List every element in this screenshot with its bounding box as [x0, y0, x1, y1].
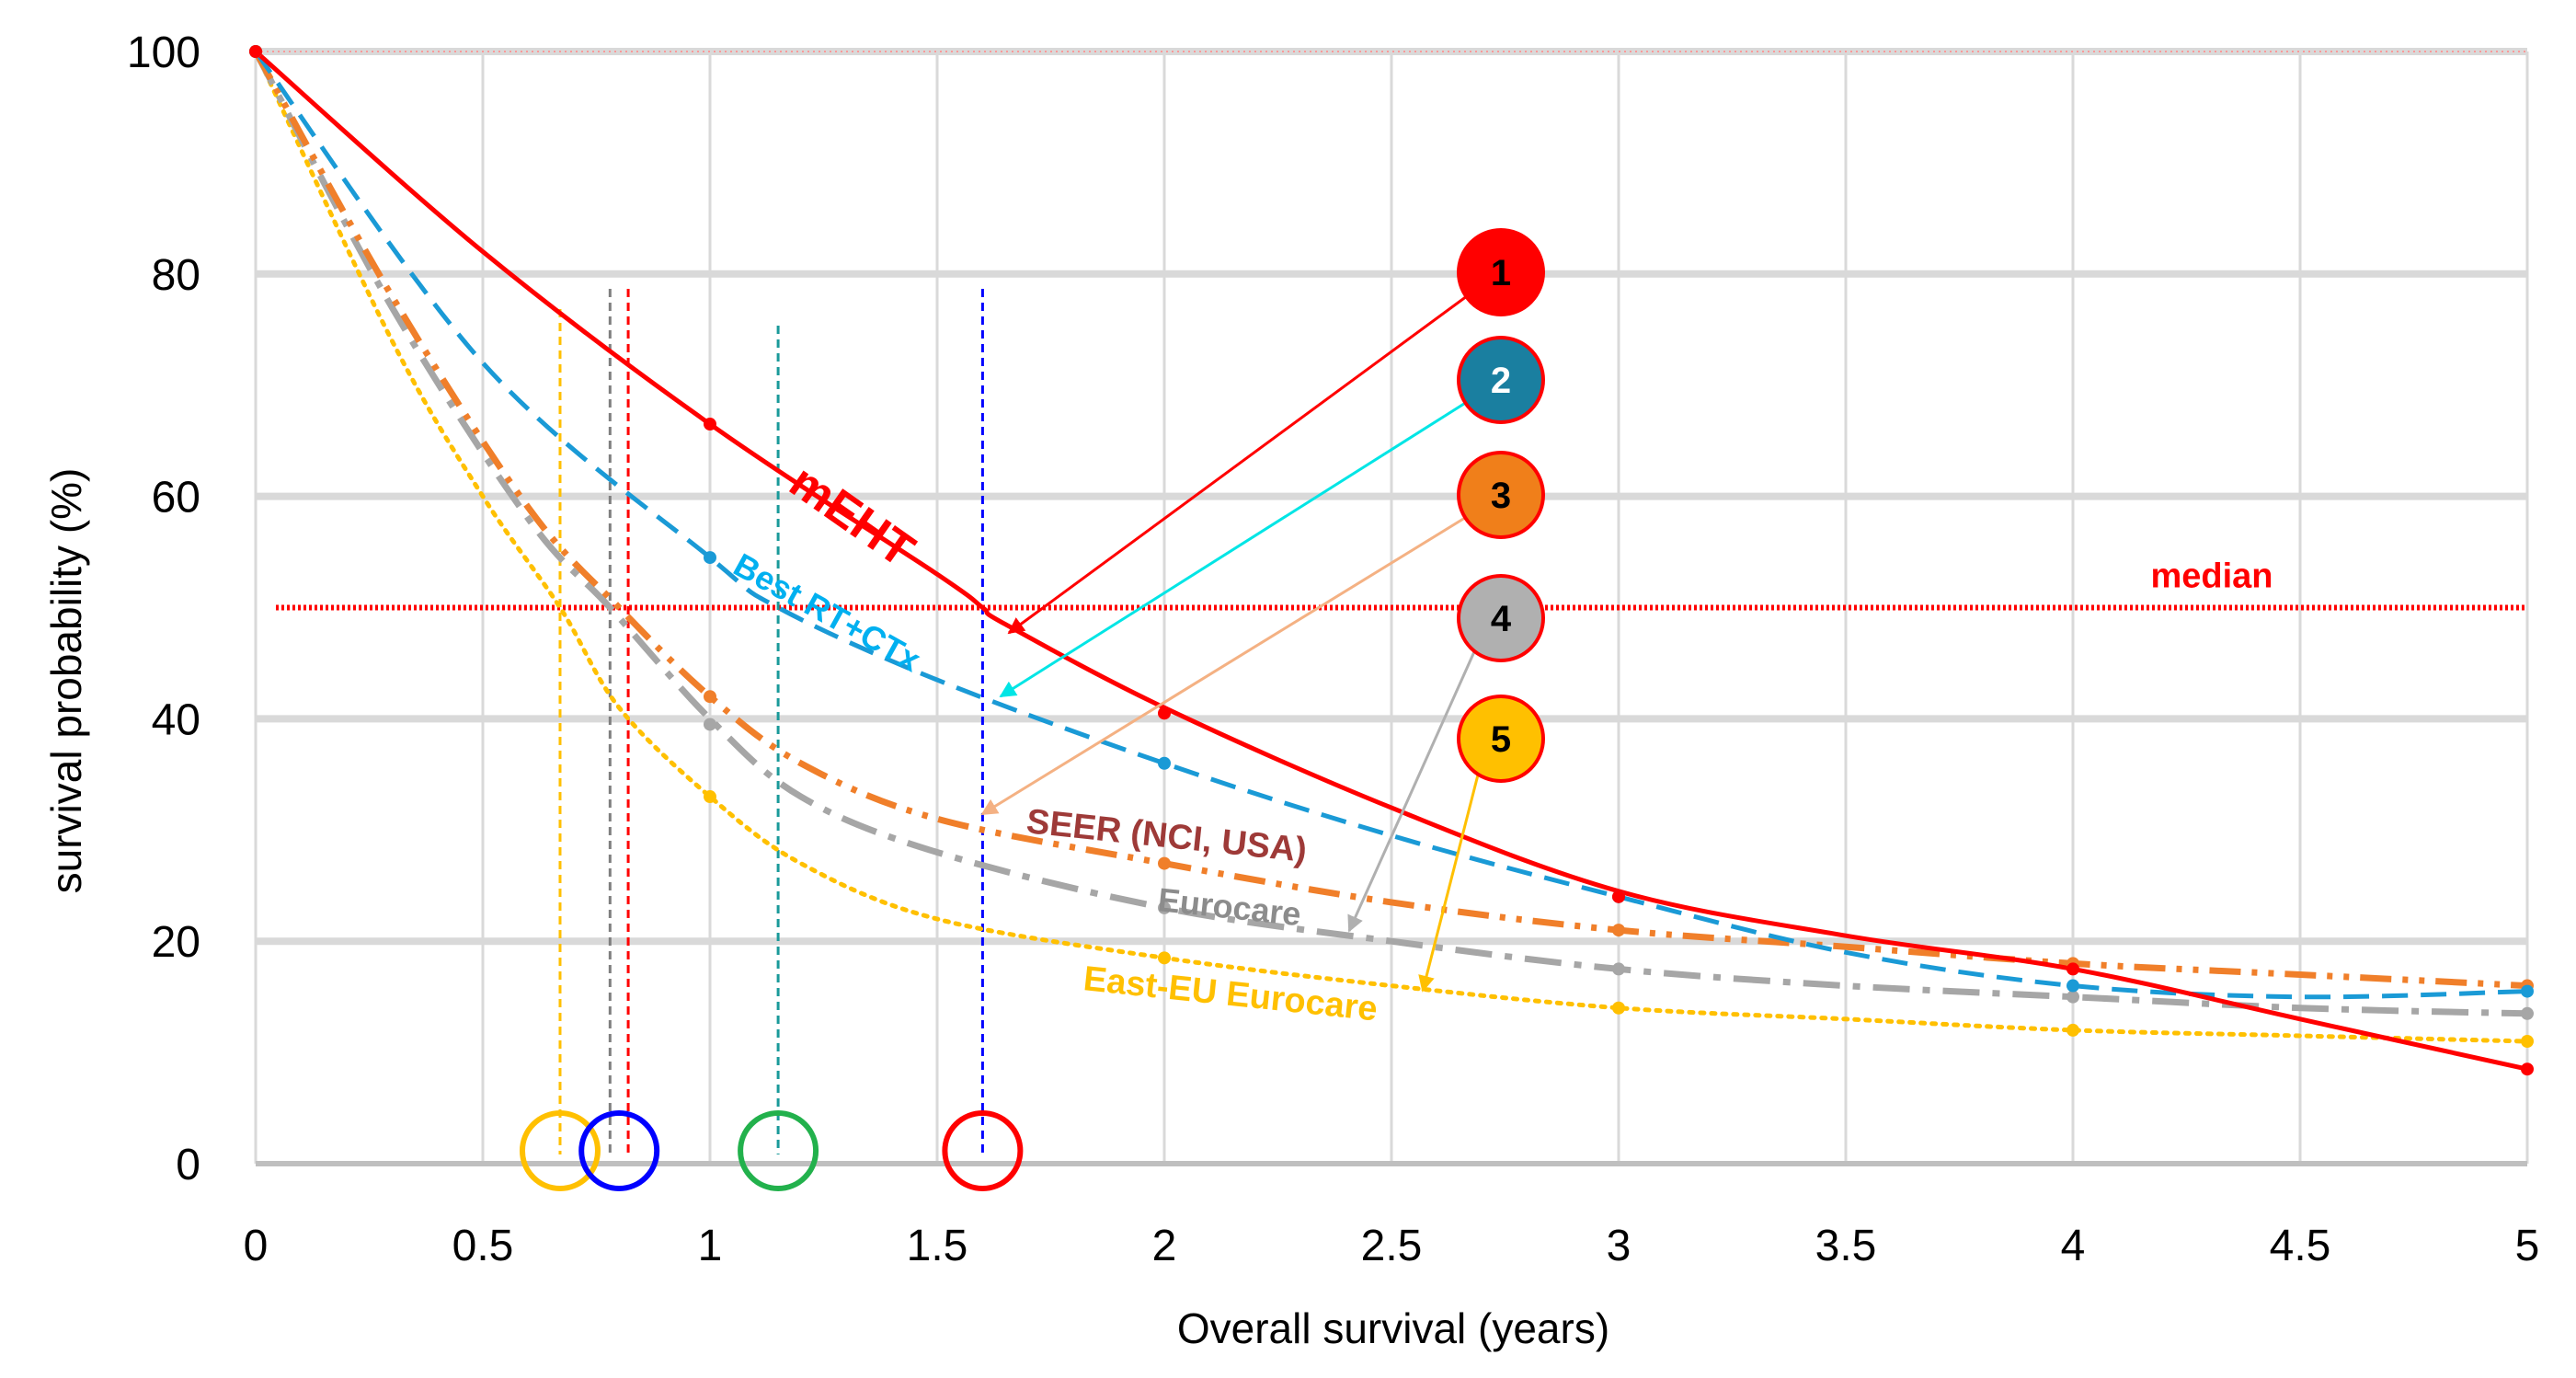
median-circle — [942, 1110, 1024, 1191]
data-point-seer — [704, 690, 716, 704]
badge-best — [1457, 336, 1545, 424]
data-point-seer — [1158, 856, 1171, 870]
badge-number-best: 2 — [1491, 361, 1511, 401]
data-point-meht — [1612, 890, 1625, 903]
y-tick-label: 80 — [152, 251, 200, 300]
data-point-meht — [704, 418, 716, 431]
data-point-east — [1612, 1001, 1625, 1015]
badge-arrow-best — [999, 389, 1485, 698]
badge-arrow-meht — [1007, 281, 1485, 635]
badge-euro — [1457, 574, 1545, 662]
data-point-euro — [1612, 962, 1625, 976]
median-circle — [578, 1110, 660, 1191]
data-point-euro — [1158, 901, 1171, 914]
data-point-seer — [1612, 924, 1625, 937]
median-droplines — [558, 289, 984, 1154]
x-tick-label: 2 — [1152, 1222, 1177, 1270]
series-label-meht: mEHT — [780, 454, 924, 578]
x-tick-label: 4 — [2061, 1222, 2086, 1270]
data-point-euro — [704, 718, 716, 731]
badge-arrow-euro — [1347, 628, 1486, 933]
badge-arrow-east — [1418, 749, 1486, 993]
badge-number-east: 5 — [1491, 719, 1511, 760]
y-tick-label: 40 — [152, 695, 200, 744]
axis-layer: Overall survival (years) survival probab… — [42, 29, 2539, 1352]
data-point-best — [2067, 979, 2079, 993]
badge-layer: 1 2 3 4 5 — [980, 228, 1545, 993]
data-point-best — [2521, 984, 2534, 998]
x-tick-label: 4.5 — [2270, 1222, 2331, 1270]
data-point-euro — [2521, 1006, 2534, 1020]
x-tick-label: 0 — [244, 1222, 269, 1270]
badge-number-seer: 3 — [1491, 476, 1511, 516]
badge-seer — [1457, 451, 1545, 539]
badge-east — [1457, 695, 1545, 783]
data-point-euro — [2067, 990, 2079, 1004]
data-point-best — [704, 551, 716, 565]
y-axis-title: survival probability (%) — [42, 468, 90, 894]
series-label-euro: Eurocare — [1156, 880, 1303, 933]
x-tick-label: 0.5 — [452, 1222, 514, 1270]
badge-number-meht: 1 — [1491, 253, 1511, 293]
series-line-euro — [252, 50, 2528, 1017]
data-point-meht — [1158, 706, 1171, 720]
data-point-east — [2067, 1023, 2079, 1037]
y-tick-label: 100 — [127, 29, 200, 77]
data-point-best — [1158, 756, 1171, 770]
x-tick-label: 1 — [698, 1222, 723, 1270]
x-tick-label: 3 — [1607, 1222, 1631, 1270]
badge-arrow-seer — [980, 504, 1485, 816]
x-axis-title: Overall survival (years) — [1177, 1304, 1609, 1352]
marker-layer — [249, 45, 2534, 1076]
median-circles — [519, 1110, 1024, 1191]
data-point-meht — [2067, 962, 2079, 976]
x-tick-label: 3.5 — [1815, 1222, 1877, 1270]
data-point-east — [1158, 951, 1171, 965]
median-label: median — [2150, 557, 2273, 596]
median-layer: median — [276, 557, 2527, 611]
data-point-east — [704, 790, 716, 804]
x-tick-label: 5 — [2515, 1222, 2540, 1270]
y-tick-label: 20 — [152, 918, 200, 967]
x-tick-label: 1.5 — [907, 1222, 968, 1270]
data-point-meht — [249, 45, 262, 58]
x-tick-label: 2.5 — [1361, 1222, 1423, 1270]
median-circle — [738, 1110, 819, 1191]
median-circle — [519, 1110, 601, 1191]
y-tick-label: 0 — [176, 1141, 200, 1189]
series-line-east — [253, 49, 2530, 1044]
series-label-east: East-EU Eurocare — [1082, 959, 1380, 1028]
series-line-best — [253, 50, 2528, 1000]
badge-meht — [1457, 228, 1545, 316]
badge-number-euro: 4 — [1491, 599, 1512, 639]
data-point-east — [2521, 1035, 2534, 1049]
y-tick-label: 60 — [152, 474, 200, 522]
data-point-meht — [2521, 1062, 2534, 1076]
